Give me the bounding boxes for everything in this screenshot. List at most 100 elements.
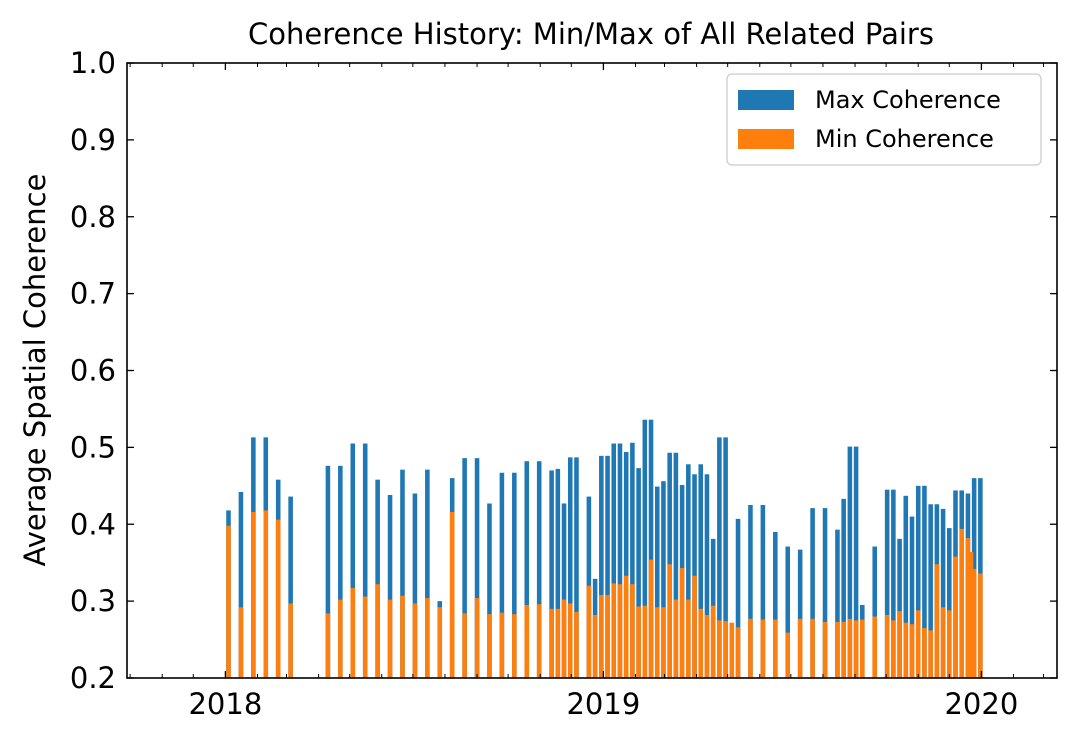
- max-coherence-bar: [822, 508, 828, 678]
- max-coherence-bar: [698, 464, 704, 678]
- max-coherence-bar: [872, 546, 878, 678]
- min-coherence-bar: [555, 608, 561, 678]
- min-coherence-bar: [968, 551, 974, 678]
- min-coherence-bar: [362, 596, 368, 678]
- min-coherence-bar: [263, 510, 269, 678]
- min-coherence-bar: [773, 619, 778, 678]
- min-coherence-bar: [400, 595, 405, 678]
- min-coherence-bar: [915, 610, 921, 678]
- legend-box: [726, 73, 1042, 166]
- min-coherence-bar: [592, 614, 598, 678]
- legend-label: Min Coherence: [815, 125, 994, 153]
- min-coherence-bar: [648, 559, 654, 678]
- min-coherence-bar: [226, 525, 231, 678]
- min-coherence-bar: [350, 588, 356, 678]
- min-coherence-bar: [288, 603, 293, 678]
- max-coherence-bar: [940, 508, 946, 679]
- x-tick-label: 2019: [566, 687, 640, 721]
- y-tick-label: 0.4: [70, 507, 116, 541]
- y-tick-label: 0.8: [70, 200, 116, 234]
- max-coherence-bar: [325, 465, 331, 678]
- max-coherence-bar: [717, 437, 722, 678]
- max-coherence-bar: [499, 472, 505, 678]
- min-coherence-bar: [462, 613, 467, 678]
- min-coherence-bar: [654, 607, 660, 678]
- max-coherence-bar: [748, 505, 753, 678]
- y-tick-label: 0.9: [70, 123, 116, 157]
- min-coherence-bar: [735, 627, 741, 678]
- max-coherence-bar: [642, 419, 648, 678]
- min-coherence-bar: [474, 598, 480, 678]
- min-coherence-bar: [251, 511, 256, 678]
- max-coherence-bar: [617, 443, 623, 678]
- y-tick-label: 0.2: [70, 661, 116, 695]
- max-coherence-bar: [903, 495, 909, 678]
- max-coherence-bar: [785, 546, 791, 678]
- max-coherence-bar: [797, 549, 803, 678]
- max-coherence-bar: [487, 503, 492, 678]
- max-coherence-bar: [891, 489, 896, 678]
- max-coherence-bar: [735, 518, 741, 678]
- legend-label: Max Coherence: [815, 86, 1001, 114]
- min-coherence-bar: [679, 568, 685, 678]
- min-coherence-bar: [412, 603, 418, 678]
- max-coherence-bar: [362, 443, 368, 678]
- min-coherence-bar: [760, 619, 766, 678]
- min-coherence-bars: [226, 510, 983, 678]
- max-coherence-bar: [474, 458, 480, 678]
- min-coherence-bar: [536, 604, 542, 678]
- min-coherence-bar: [785, 632, 791, 678]
- max-coherence-bar: [623, 451, 629, 678]
- min-coherence-bar: [897, 611, 902, 678]
- max-coherence-bar: [375, 479, 380, 678]
- min-coherence-bar: [704, 614, 710, 678]
- min-coherence-bar: [375, 584, 380, 678]
- max-coherence-bar: [561, 503, 567, 678]
- legend-swatch: [738, 90, 794, 110]
- min-coherence-bar: [325, 613, 331, 678]
- max-coherence-bar: [897, 538, 902, 678]
- min-coherence-bar: [698, 608, 704, 678]
- min-coherence-bar: [860, 619, 865, 678]
- min-coherence-bar: [717, 620, 722, 678]
- min-coherence-bar: [586, 585, 592, 678]
- max-coherence-bar: [654, 486, 660, 678]
- max-coherence-bar: [673, 452, 679, 678]
- min-coherence-bar: [810, 618, 815, 678]
- min-coherence-bar: [729, 622, 735, 678]
- y-tick-label: 0.5: [70, 430, 116, 464]
- min-coherence-bar: [909, 624, 915, 678]
- min-coherence-bar: [387, 599, 393, 678]
- min-coherence-bar: [574, 611, 579, 678]
- min-coherence-bar: [686, 599, 691, 678]
- max-coherence-bar: [555, 468, 561, 678]
- max-coherence-bar: [350, 443, 356, 678]
- max-coherence-bar: [524, 461, 530, 678]
- max-coherence-bar: [567, 457, 573, 678]
- max-coherence-bar: [928, 504, 933, 678]
- max-coherence-bar: [611, 443, 617, 678]
- min-coherence-bar: [605, 594, 610, 678]
- min-coherence-bar: [928, 630, 933, 678]
- min-coherence-bar: [599, 594, 604, 678]
- min-coherence-bar: [723, 621, 728, 678]
- min-coherence-bar: [275, 519, 281, 678]
- max-coherence-bar: [884, 489, 890, 678]
- min-coherence-bar: [841, 621, 846, 678]
- min-coherence-bar: [499, 612, 505, 678]
- min-coherence-bar: [567, 603, 573, 678]
- max-coherence-bar: [238, 491, 244, 678]
- y-tick-label: 0.7: [70, 277, 116, 311]
- min-coherence-bar: [425, 598, 430, 678]
- max-coherence-bar: [773, 531, 778, 678]
- min-coherence-bar: [710, 605, 716, 678]
- max-coherence-bar: [549, 470, 554, 678]
- max-coherence-bar: [909, 516, 915, 678]
- min-coherence-bar: [947, 610, 952, 678]
- max-coherence-bar: [574, 457, 579, 678]
- min-coherence-bar: [661, 607, 666, 678]
- max-coherence-bar: [841, 498, 846, 678]
- min-coherence-bar: [630, 584, 635, 678]
- min-coherence-bar: [822, 621, 828, 678]
